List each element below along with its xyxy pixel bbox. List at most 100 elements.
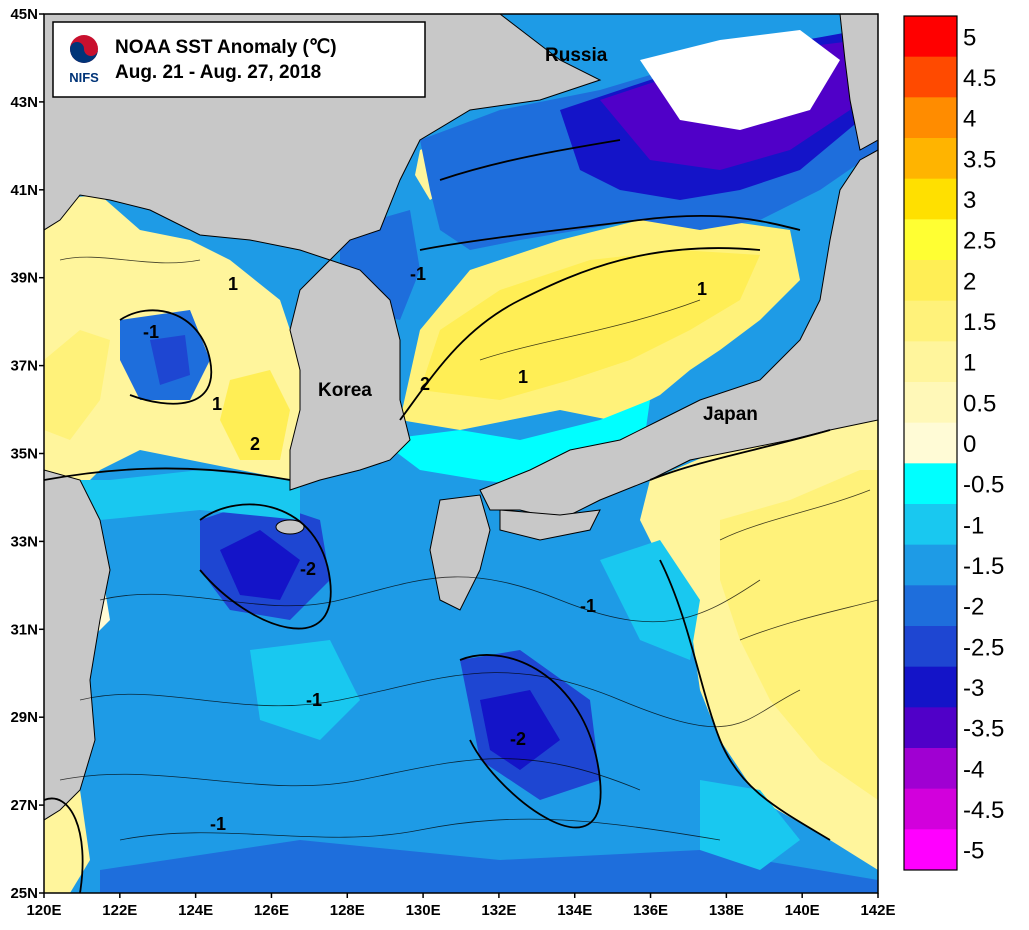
colorbar-swatch	[904, 748, 957, 790]
x-tick-label: 134E	[557, 902, 592, 919]
x-tick-label: 130E	[406, 902, 441, 919]
y-tick-label: 25N	[10, 885, 38, 902]
colorbar-swatch	[904, 707, 957, 749]
colorbar-label: 1	[963, 350, 976, 377]
colorbar-label: 5	[963, 24, 976, 51]
colorbar-swatch	[904, 788, 957, 830]
colorbar-label: -1.5	[963, 553, 1004, 580]
colorbar-swatch	[904, 178, 957, 220]
y-tick-label: 29N	[10, 709, 38, 726]
contour-label: 1	[228, 274, 238, 294]
contour-label: -1	[410, 264, 426, 284]
y-axis: 45N 43N 41N 39N 37N 35N 33N 31N 29N 27N 25N	[10, 6, 44, 902]
colorbar-swatch	[904, 138, 957, 180]
contour-label: 2	[420, 374, 430, 394]
y-tick-label: 37N	[10, 358, 38, 375]
colorbar-swatch	[904, 829, 957, 871]
colorbar-label: 3	[963, 187, 976, 214]
title-box-background	[52, 21, 426, 98]
colorbar-label: -5	[963, 838, 984, 865]
colorbar-swatch	[904, 463, 957, 505]
contour-label: -2	[510, 729, 526, 749]
contour-lines	[44, 139, 831, 893]
land-kyushu	[429, 494, 491, 611]
colorbar-label: 0.5	[963, 390, 996, 417]
land-china-east-coast	[44, 469, 111, 821]
land-korean-peninsula	[289, 259, 411, 491]
land-hokkaido	[839, 14, 878, 151]
y-tick-label: 27N	[10, 797, 38, 814]
place-label-japan: Japan	[703, 404, 758, 425]
y-tick-label: 45N	[10, 6, 38, 23]
colorbar-swatch	[904, 16, 957, 58]
x-tick-label: 126E	[254, 902, 289, 919]
x-tick-label: 136E	[633, 902, 668, 919]
x-tick-label: 138E	[709, 902, 744, 919]
contour-label: -1	[210, 814, 226, 834]
colorbar-label: 4	[963, 106, 976, 133]
contour-label: -2	[300, 559, 316, 579]
colorbar-swatch	[904, 585, 957, 627]
colorbar-label: 3.5	[963, 146, 996, 173]
x-tick-label: 122E	[102, 902, 137, 919]
contour-label: 1	[212, 394, 222, 414]
y-tick-label: 39N	[10, 270, 38, 287]
land-shikoku	[499, 509, 601, 541]
place-label-russia: Russia	[545, 45, 608, 66]
colorbar-swatch	[904, 544, 957, 586]
colorbar-swatch	[904, 56, 957, 98]
contour-label: -1	[143, 322, 159, 342]
colorbar-label: 4.5	[963, 65, 996, 92]
colorbar-swatch	[904, 260, 957, 302]
colorbar-frame	[903, 15, 958, 871]
x-tick-label: 120E	[26, 902, 61, 919]
y-tick-label: 31N	[10, 621, 38, 638]
place-labels: Russia Korea Japan	[318, 45, 758, 425]
contour-label: 2	[250, 434, 260, 454]
cold-anomaly-regions	[100, 30, 878, 893]
contour-label: -1	[580, 596, 596, 616]
colorbar-label: 2	[963, 268, 976, 295]
contour-labels: -1 -1 -1 -1 -1 -2 -2 1 1 1 1 2 2	[143, 264, 707, 834]
colorbar-label: -3	[963, 675, 984, 702]
colorbar-swatch	[904, 341, 957, 383]
logo-emblem-lower-half	[70, 42, 98, 63]
contour-label: 1	[518, 367, 528, 387]
contour-label: -1	[306, 690, 322, 710]
colorbar: 5 4.5 4 3.5 3 2.5 2 1.5 1 0.5 0 -0.5 -1 -1.5 -2 -2.5 -3 -…	[903, 15, 1004, 871]
contour-label: 1	[697, 279, 707, 299]
logo-text: NIFS	[69, 70, 99, 85]
y-tick-label: 43N	[10, 94, 38, 111]
colorbar-label: -3.5	[963, 716, 1004, 743]
colorbar-label: -4.5	[963, 797, 1004, 824]
y-tick-label: 35N	[10, 446, 38, 463]
y-tick-label: 33N	[10, 533, 38, 550]
colorbar-label: -2.5	[963, 634, 1004, 661]
colorbar-swatch	[904, 97, 957, 139]
land-jeju-island	[275, 519, 305, 535]
colorbar-label: -4	[963, 756, 984, 783]
colorbar-swatch	[904, 300, 957, 342]
colorbar-swatch	[904, 626, 957, 668]
colorbar-swatch	[904, 422, 957, 464]
y-tick-label: 41N	[10, 182, 38, 199]
map-plot-area: -1 -1 -1 -1 -1 -2 -2 1 1 1 1 2 2 Russia …	[44, 14, 878, 893]
x-tick-label: 132E	[481, 902, 516, 919]
colorbar-label: -1	[963, 512, 984, 539]
colorbar-label: 1.5	[963, 309, 996, 336]
title-box: NIFS NOAA SST Anomaly (℃) Aug. 21 - Aug.…	[52, 21, 426, 98]
colorbar-label: 0	[963, 431, 976, 458]
colorbar-swatch	[904, 219, 957, 261]
colorbar-label: -2	[963, 594, 984, 621]
minor-contour-lines	[59, 256, 878, 841]
colorbar-swatch	[904, 504, 957, 546]
nifs-logo: NIFS	[69, 35, 99, 85]
title-line-2: Aug. 21 - Aug. 27, 2018	[115, 62, 321, 83]
title-line-1: NOAA SST Anomaly (℃)	[115, 37, 337, 58]
land-honshu	[479, 149, 878, 521]
x-tick-label: 142E	[860, 902, 895, 919]
x-tick-label: 124E	[178, 902, 213, 919]
colorbar-swatch	[904, 382, 957, 424]
x-axis: 120E 122E 124E 126E 128E 130E 132E 134E 136E 138E…	[26, 893, 896, 919]
